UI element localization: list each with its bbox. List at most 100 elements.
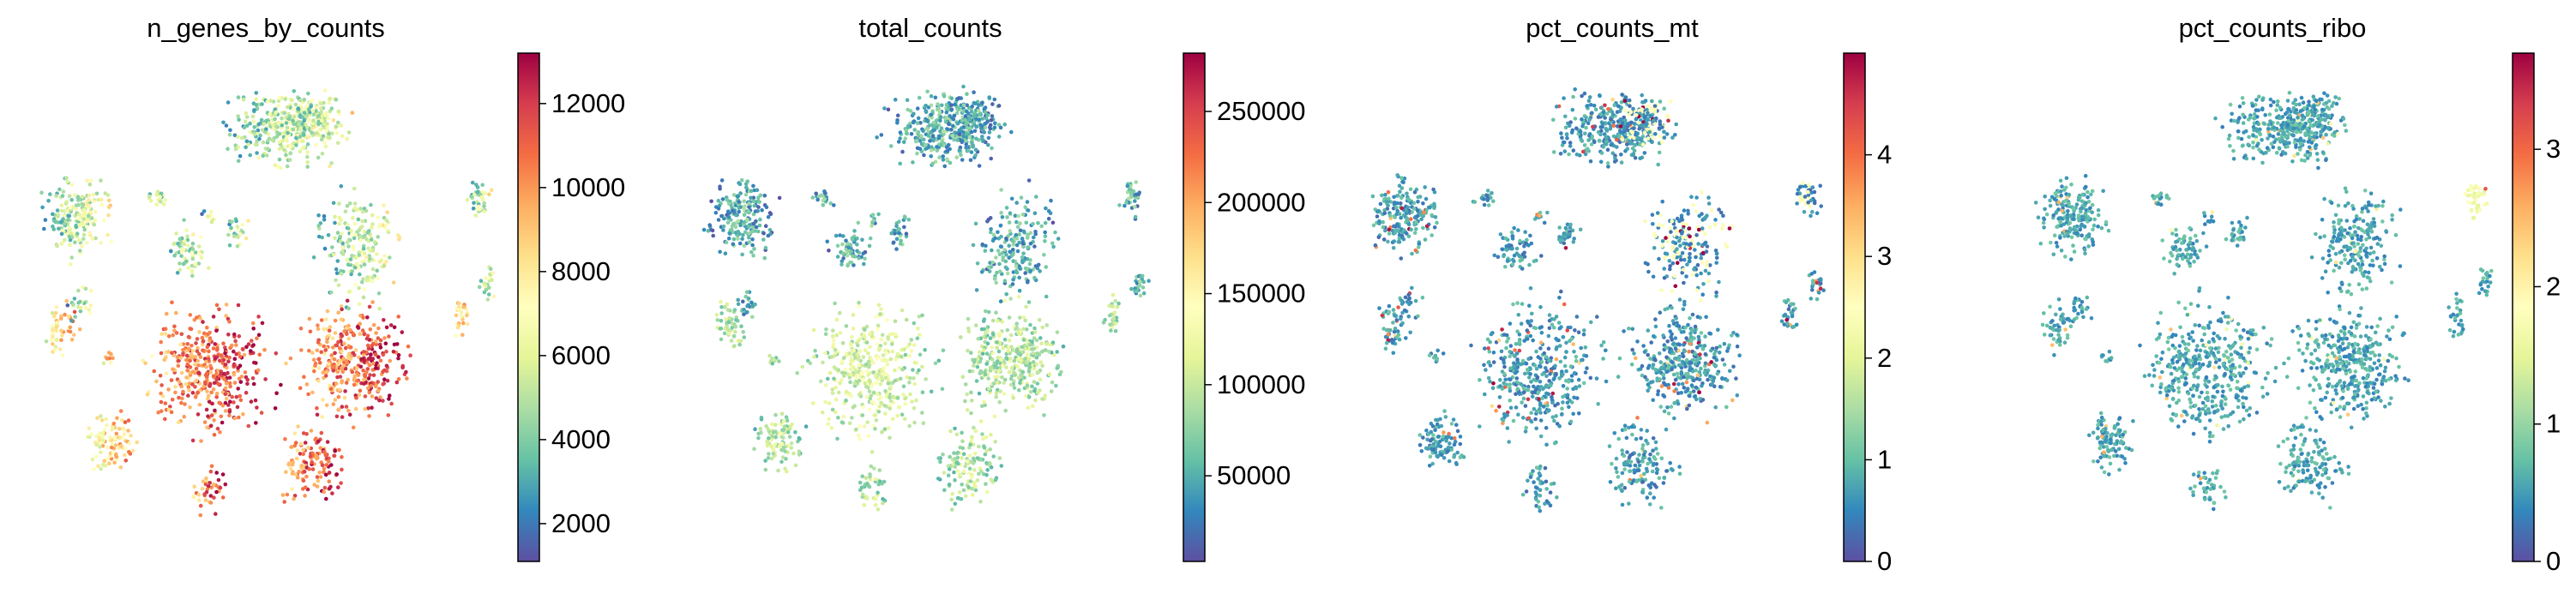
scatter-point <box>1571 94 1575 99</box>
scatter-point <box>291 107 296 111</box>
scatter-point <box>895 351 900 357</box>
scatter-point <box>340 134 345 139</box>
scatter-point <box>99 466 103 471</box>
scatter-point <box>925 89 930 94</box>
scatter-point <box>948 113 952 118</box>
scatter-point <box>69 197 74 202</box>
scatter-point <box>914 139 919 143</box>
scatter-point <box>890 349 895 354</box>
scatter-point <box>832 203 836 207</box>
scatter-point <box>290 487 294 491</box>
scatter-point <box>336 485 340 489</box>
scatter-point <box>992 361 997 365</box>
scatter-point <box>907 354 912 358</box>
scatter-point <box>397 235 402 239</box>
scatter-point <box>711 233 715 238</box>
scatter-point <box>1040 325 1045 330</box>
scatter-point <box>349 228 353 233</box>
scatter-point <box>912 360 918 365</box>
scatter-point <box>299 463 304 468</box>
scatter-point <box>988 369 993 373</box>
scatter-point <box>248 153 253 158</box>
scatter-point <box>730 326 735 330</box>
scatter-point <box>92 467 96 471</box>
scatter-point <box>298 452 303 456</box>
scatter-point <box>273 117 277 122</box>
scatter-point <box>891 394 895 399</box>
scatter-point <box>360 209 365 214</box>
scatter-point <box>279 165 284 171</box>
scatter-point <box>1400 179 1405 184</box>
scatter-point <box>331 117 336 123</box>
scatter-point <box>232 332 237 337</box>
scatter-point <box>317 226 322 231</box>
scatter-point <box>830 391 835 395</box>
scatter-point <box>858 437 862 441</box>
scatter-point <box>835 243 840 249</box>
scatter-point <box>194 378 199 383</box>
scatter-point <box>355 366 359 370</box>
scatter-point <box>821 360 825 365</box>
scatter-point <box>834 317 840 322</box>
scatter-point <box>1030 384 1034 389</box>
scatter-point <box>1392 239 1396 243</box>
scatter-point <box>1564 132 1569 136</box>
scatter-point <box>918 352 923 357</box>
scatter-point <box>1112 310 1117 315</box>
scatter-point <box>972 114 976 118</box>
scatter-point <box>320 463 325 467</box>
scatter-point <box>154 379 159 384</box>
scatter-point <box>123 453 127 458</box>
scatter-point <box>315 131 320 135</box>
scatter-point <box>368 249 373 253</box>
scatter-point <box>318 106 323 111</box>
scatter-point <box>848 362 853 367</box>
scatter-point <box>1717 207 1721 212</box>
scatter-point <box>755 188 760 193</box>
scatter-point <box>333 448 338 453</box>
scatter-point <box>750 229 755 234</box>
scatter-point <box>477 204 481 209</box>
scatter-point <box>977 164 982 168</box>
scatter-point <box>159 200 163 204</box>
scatter-point <box>724 317 728 321</box>
scatter-point <box>478 279 484 284</box>
scatter-point <box>382 377 387 382</box>
scatter-point <box>178 261 182 266</box>
scatter-point <box>1011 395 1015 400</box>
scatter-point <box>923 347 927 352</box>
scatter-point <box>1570 128 1575 133</box>
scatter-point <box>363 406 367 411</box>
scatter-point <box>190 369 196 375</box>
scatter-point <box>986 265 991 270</box>
scatter-point <box>190 349 196 353</box>
scatter-point <box>985 468 990 472</box>
scatter-point <box>190 344 194 348</box>
scatter-point <box>205 345 210 350</box>
scatter-point <box>224 314 228 318</box>
scatter-point <box>1008 249 1012 255</box>
scatter-point <box>992 97 997 102</box>
scatter-point <box>908 392 912 397</box>
scatter-point <box>1008 211 1013 215</box>
scatter-point <box>342 395 347 400</box>
scatter-point <box>967 453 972 458</box>
scatter-point <box>312 369 316 374</box>
scatter-point <box>742 213 747 218</box>
scatter-point <box>829 426 834 430</box>
scatter-point <box>69 255 74 260</box>
scatter-point <box>1020 255 1025 260</box>
scatter-point <box>903 136 908 141</box>
scatter-point <box>899 354 904 359</box>
scatter-point <box>990 357 995 362</box>
scatter-point <box>1568 141 1573 145</box>
scatter-point <box>328 164 332 169</box>
scatter-point <box>716 207 721 211</box>
scatter-point <box>770 422 774 427</box>
scatter-point <box>759 416 764 420</box>
scatter-point <box>999 188 1003 192</box>
scatter-point <box>111 421 117 426</box>
scatter-point <box>863 348 868 353</box>
scatter-point <box>227 355 232 360</box>
